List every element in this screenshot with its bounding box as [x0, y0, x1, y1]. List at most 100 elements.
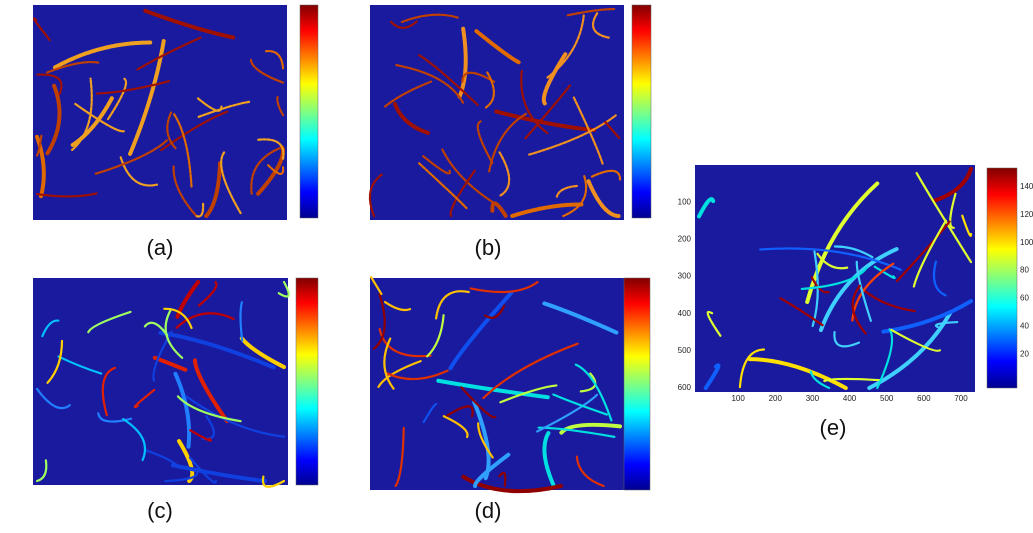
- caption: (b): [475, 235, 502, 260]
- vessel: [394, 426, 405, 488]
- vessel: [188, 456, 217, 484]
- vessel: [220, 151, 242, 215]
- x-tick-label: 500: [880, 394, 894, 403]
- vessel: [536, 393, 599, 433]
- vessel: [261, 475, 286, 488]
- y-tick-label: 600: [678, 383, 692, 392]
- vessel: [52, 40, 153, 70]
- vessel: [370, 276, 383, 296]
- vessel: [915, 171, 973, 264]
- vessel: [542, 301, 619, 335]
- vessel: [119, 156, 159, 187]
- vessel: [276, 95, 285, 117]
- vessel: [418, 162, 468, 210]
- vessel-image: [33, 5, 287, 220]
- vessel: [70, 96, 114, 148]
- vessel: [41, 319, 60, 338]
- x-tick-label: 100: [731, 394, 745, 403]
- x-tick-label: 400: [843, 394, 857, 403]
- y-tick-label: 400: [678, 309, 692, 318]
- vessel: [143, 8, 236, 40]
- vessel: [818, 247, 899, 333]
- vessel: [876, 328, 894, 390]
- vessel: [249, 58, 285, 84]
- vessel: [35, 387, 71, 410]
- vessel: [87, 310, 132, 334]
- vessel: [590, 169, 622, 182]
- vessel: [197, 100, 252, 118]
- vessel: [542, 431, 556, 488]
- vessel: [389, 20, 418, 29]
- vessel: [196, 97, 223, 112]
- vessel: [759, 247, 902, 271]
- colorbar-tick-label: 60: [1020, 294, 1029, 303]
- vessel: [592, 12, 612, 40]
- vessel: [473, 452, 511, 488]
- vessel: [469, 280, 539, 294]
- vessel: [35, 134, 43, 157]
- vessel: [442, 415, 469, 439]
- colorbar: [986, 167, 1018, 389]
- vessel: [855, 260, 872, 322]
- vessel: [604, 120, 622, 140]
- vessel: [426, 314, 445, 358]
- vessel: [697, 197, 716, 219]
- x-tick-label: 700: [954, 394, 968, 403]
- y-tick-label: 500: [678, 346, 692, 355]
- vessel: [541, 52, 568, 106]
- vessel: [35, 459, 48, 483]
- vessel: [851, 284, 867, 335]
- vessel: [510, 202, 584, 218]
- vessel: [809, 370, 831, 390]
- y-tick-label: 200: [678, 234, 692, 243]
- vessel: [461, 474, 563, 494]
- vessel: [383, 300, 412, 312]
- vessel: [816, 252, 849, 270]
- vessel: [257, 138, 285, 160]
- vessel: [461, 71, 496, 83]
- vessel: [949, 192, 957, 229]
- vessel: [101, 366, 117, 417]
- vessel: [395, 64, 465, 104]
- vessel-image: [33, 278, 288, 485]
- colorbar: [631, 4, 652, 219]
- vessel: [494, 109, 596, 133]
- vessel: [457, 26, 468, 99]
- vessel: [136, 36, 203, 71]
- vessel: [189, 429, 212, 442]
- vessel: [195, 202, 205, 218]
- vessel: [152, 355, 188, 372]
- y-tick-label: 300: [678, 272, 692, 281]
- vessel: [368, 173, 383, 218]
- vessel: [383, 337, 395, 390]
- vessel: [378, 327, 432, 358]
- panel: (a): [32, 4, 319, 260]
- vessel: [422, 155, 451, 175]
- colorbar-tick-label: 80: [1020, 266, 1029, 275]
- vessel: [45, 83, 62, 156]
- vessel: [377, 359, 422, 388]
- colorbar-tick-label: 100: [1020, 238, 1033, 247]
- vessel: [706, 310, 722, 337]
- vessel: [934, 320, 959, 329]
- vessel: [172, 112, 193, 188]
- vessel: [460, 386, 497, 419]
- vessel: [932, 260, 947, 297]
- vessel: [574, 363, 613, 422]
- vessel: [833, 331, 861, 348]
- vessel: [35, 192, 98, 198]
- vessel: [449, 169, 476, 218]
- colorbar: [299, 4, 319, 219]
- vessel: [476, 120, 494, 165]
- vessel: [857, 284, 916, 313]
- vessel: [383, 80, 434, 108]
- vessel: [239, 301, 244, 342]
- vessel: [498, 151, 511, 197]
- vessel: [71, 77, 93, 151]
- vessel: [810, 276, 830, 294]
- vessel: [175, 280, 201, 319]
- vessel: [579, 372, 597, 393]
- vessel: [386, 369, 449, 381]
- vessel: [448, 290, 514, 371]
